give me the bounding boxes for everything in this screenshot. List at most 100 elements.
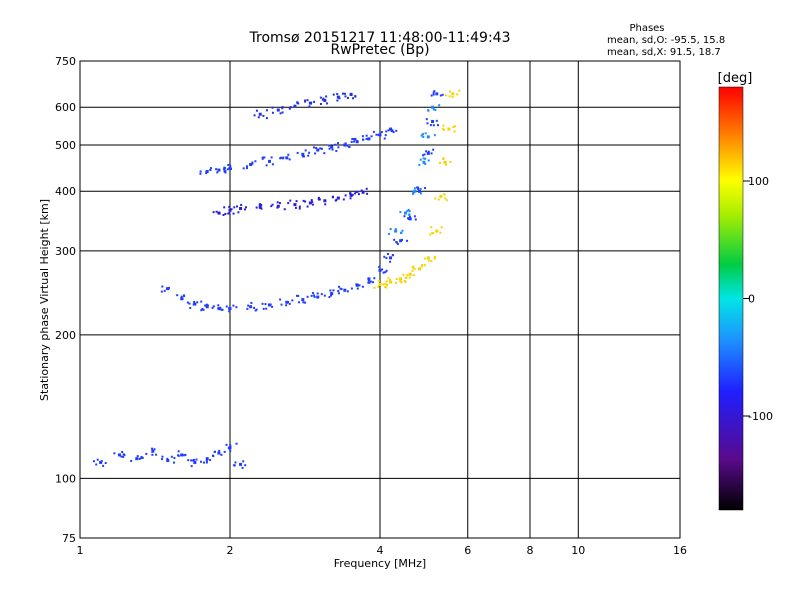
data-point <box>417 267 421 271</box>
data-point-jitter <box>328 144 331 147</box>
data-point-jitter <box>253 114 256 117</box>
data-point-jitter <box>165 287 168 290</box>
data-point-jitter <box>218 449 221 452</box>
data-point <box>267 159 271 163</box>
data-point-jitter <box>167 286 170 289</box>
data-point <box>435 229 439 233</box>
data-point-jitter <box>434 256 437 259</box>
data-point-jitter <box>424 162 427 165</box>
data-point <box>399 239 403 243</box>
data-point-jitter <box>422 136 425 139</box>
data-point-jitter <box>407 217 410 220</box>
chart-subtitle: RwPretec (Bp) <box>330 42 429 58</box>
colorbar <box>718 86 744 511</box>
data-point-jitter <box>229 444 232 447</box>
data-point <box>367 137 371 141</box>
data-point-jitter <box>371 281 374 284</box>
data-point <box>399 277 403 281</box>
data-point-jitter <box>320 293 323 296</box>
data-point-jitter <box>338 97 341 100</box>
data-point-jitter <box>332 289 335 292</box>
data-point-jitter <box>227 212 230 215</box>
data-point-jitter <box>230 208 233 211</box>
x-tick-label: 1 <box>77 544 84 557</box>
data-point <box>336 95 340 99</box>
data-point-jitter <box>170 455 173 458</box>
data-point-jitter <box>385 257 388 260</box>
data-point <box>422 160 426 164</box>
data-point-jitter <box>311 203 314 206</box>
data-point-jitter <box>308 105 311 108</box>
data-point-jitter <box>240 203 243 206</box>
data-point-jitter <box>255 206 258 209</box>
data-point-jitter <box>414 218 417 221</box>
data-point-jitter <box>384 271 387 274</box>
data-point-jitter <box>270 156 273 159</box>
data-point-jitter <box>287 153 290 156</box>
data-point-jitter <box>406 273 409 276</box>
data-point-jitter <box>400 281 403 284</box>
data-point-jitter <box>217 304 220 307</box>
data-point-jitter <box>236 205 239 208</box>
data-point-jitter <box>453 130 456 133</box>
data-point-jitter <box>346 290 349 293</box>
data-point-jitter <box>310 102 313 105</box>
data-point-jitter <box>384 134 387 137</box>
data-point-jitter <box>270 205 273 208</box>
data-point-jitter <box>264 303 267 306</box>
data-point <box>117 453 121 457</box>
data-point-jitter <box>454 125 457 128</box>
data-point-jitter <box>429 124 432 127</box>
data-point-jitter <box>344 95 347 98</box>
data-point-jitter <box>384 286 387 289</box>
data-point-jitter <box>344 194 347 197</box>
data-point-jitter <box>452 125 455 128</box>
data-point-jitter <box>348 192 351 195</box>
data-point-jitter <box>205 459 208 462</box>
data-point <box>316 148 320 152</box>
x-tick-label: 16 <box>673 544 687 557</box>
colorbar-label: [deg] <box>718 71 753 86</box>
data-point-jitter <box>445 163 448 166</box>
data-point-jitter <box>183 295 186 298</box>
data-point-jitter <box>234 461 237 464</box>
data-point-jitter <box>395 129 398 132</box>
data-point-jitter <box>173 461 176 464</box>
data-point-jitter <box>189 306 192 309</box>
data-point-jitter <box>440 226 443 229</box>
data-point-jitter <box>313 100 316 103</box>
data-point-jitter <box>406 239 409 242</box>
data-point-jitter <box>173 456 176 459</box>
data-point-jitter <box>271 203 274 206</box>
data-point-jitter <box>360 189 363 192</box>
data-point <box>217 168 221 172</box>
data-point-jitter <box>416 186 419 189</box>
data-point <box>343 288 347 292</box>
data-point-jitter <box>383 255 386 258</box>
data-point-jitter <box>424 157 427 160</box>
data-point-jitter <box>350 287 353 290</box>
colorbar-tick-label: 100 <box>748 175 769 188</box>
data-point-jitter <box>326 102 329 105</box>
data-point-jitter <box>417 190 420 193</box>
colorbar-tick-label: -100 <box>748 410 773 423</box>
data-point-jitter <box>271 111 274 114</box>
data-point-jitter <box>442 157 445 160</box>
data-point-jitter <box>281 106 284 109</box>
x-tick-label: 10 <box>571 544 585 557</box>
data-point-jitter <box>343 92 346 95</box>
data-point-jitter <box>355 140 358 143</box>
data-point-jitter <box>261 157 264 160</box>
data-point-jitter <box>393 238 396 241</box>
data-point <box>166 459 170 463</box>
data-point-jitter <box>433 257 436 260</box>
data-point-jitter <box>336 197 339 200</box>
data-point-jitter <box>145 452 148 455</box>
data-point-jitter <box>151 453 154 456</box>
data-point-jitter <box>271 163 274 166</box>
data-point-jitter <box>314 152 317 155</box>
data-point <box>343 143 347 147</box>
data-point-jitter <box>183 454 186 457</box>
data-point-jitter <box>430 152 433 155</box>
data-point-jitter <box>242 167 245 170</box>
